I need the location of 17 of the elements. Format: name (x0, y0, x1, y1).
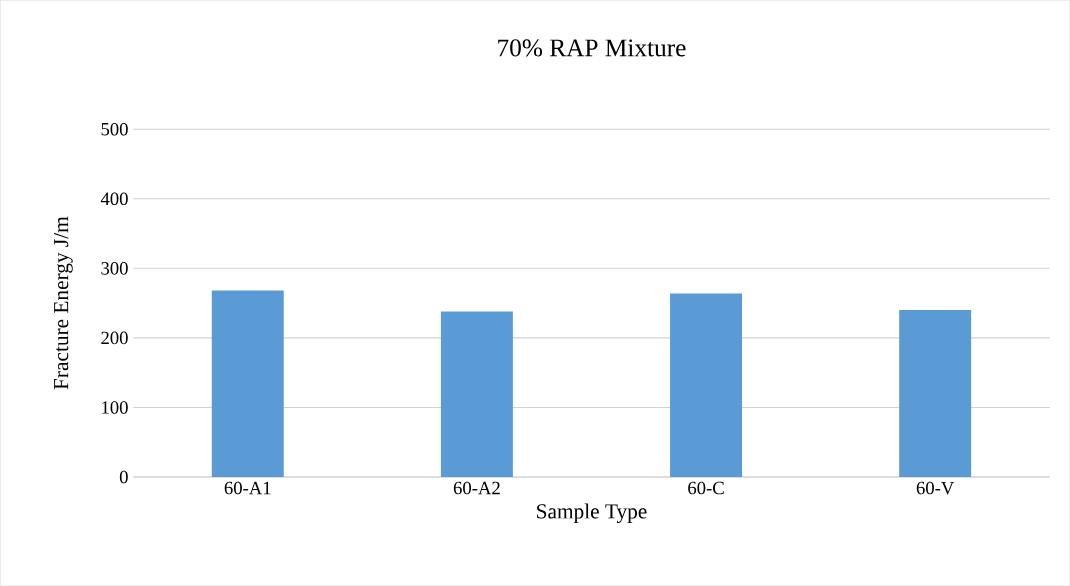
chart-title: 70% RAP Mixture (498, 39, 686, 57)
y-tick-label: 300 (101, 261, 128, 275)
y-tick-label: 100 (102, 401, 128, 414)
x-tick-label: 60-C (688, 481, 724, 495)
y-tick-label: 200 (101, 331, 128, 345)
bar (670, 293, 743, 477)
x-tick-label: 60-A1 (224, 481, 271, 495)
y-tick-label: 500 (101, 122, 128, 136)
y-axis-title: Fracture Energy J/m (54, 216, 73, 390)
bar (211, 290, 284, 477)
x-axis-title: Sample Type (537, 503, 647, 523)
y-tick-label: 400 (100, 192, 128, 205)
x-tick-label: 60-A2 (453, 481, 500, 495)
x-tick-label: 60-V (916, 481, 955, 495)
y-tick-label: 0 (119, 470, 128, 484)
bar (899, 309, 972, 477)
bar (440, 311, 513, 477)
